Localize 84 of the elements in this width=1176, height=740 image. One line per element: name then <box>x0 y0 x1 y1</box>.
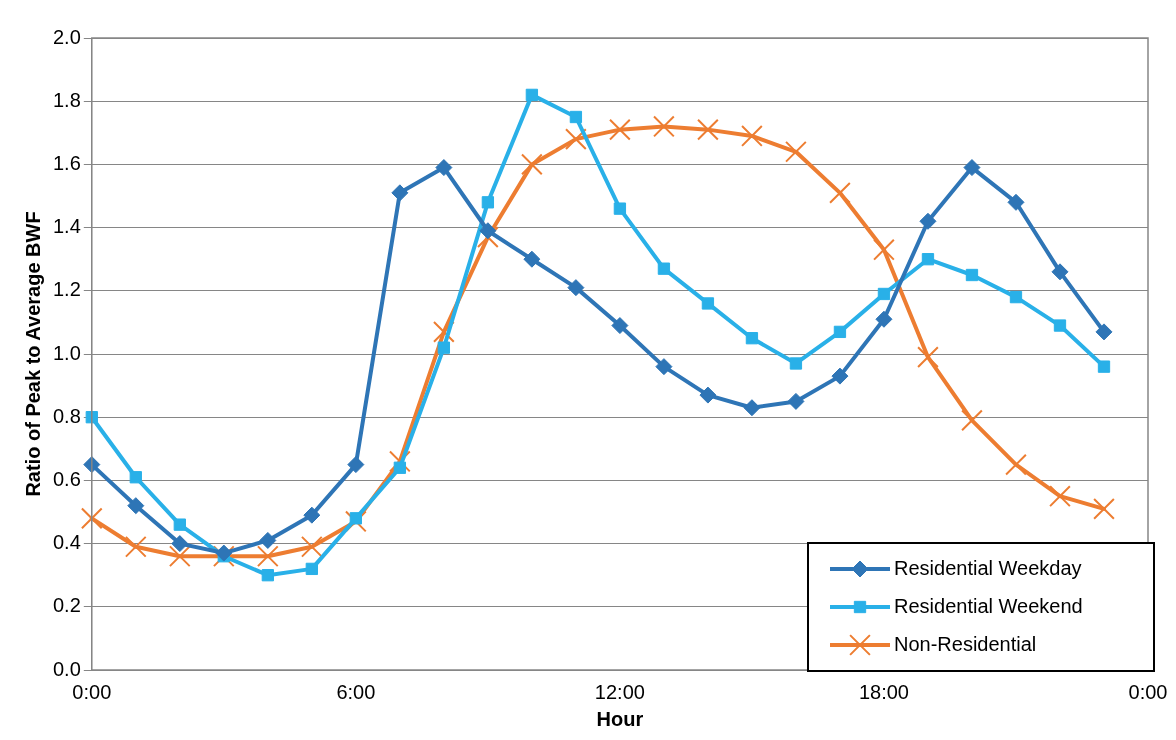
point <box>921 253 935 266</box>
point <box>919 212 937 230</box>
point <box>305 562 318 576</box>
point <box>745 332 759 345</box>
x-tick-label: 12:00 <box>594 680 645 703</box>
point <box>124 535 147 558</box>
point <box>833 325 847 339</box>
y-tick-label: 0.0 <box>52 657 81 680</box>
point <box>437 341 451 354</box>
point <box>256 545 279 568</box>
point <box>831 367 849 385</box>
point <box>917 346 939 369</box>
point <box>877 287 891 301</box>
y-tick-label: 0.2 <box>52 594 81 617</box>
point <box>393 461 407 474</box>
y-tick-label: 1.2 <box>52 278 81 301</box>
point <box>261 569 274 582</box>
point <box>1095 323 1113 341</box>
point <box>787 392 805 410</box>
y-tick-label: 1.8 <box>52 88 81 111</box>
point <box>479 222 497 240</box>
y-tick-label: 0.6 <box>52 467 81 490</box>
point <box>655 358 673 376</box>
point <box>609 118 631 141</box>
y-tick-label: 0.8 <box>52 404 81 427</box>
point <box>300 535 323 558</box>
point <box>611 317 629 335</box>
point <box>435 159 453 177</box>
point <box>259 531 277 549</box>
legend-label: Non-Residential <box>894 632 1037 655</box>
x-tick-label: 0:00 <box>72 680 112 703</box>
point <box>613 202 627 215</box>
x-tick-label: 0:00 <box>1128 680 1168 703</box>
point <box>1053 319 1067 332</box>
point <box>657 262 671 275</box>
point <box>743 399 761 417</box>
point <box>1007 193 1025 211</box>
point <box>127 497 145 515</box>
y-tick-label: 1.4 <box>52 215 81 238</box>
y-tick-label: 1.6 <box>52 151 81 174</box>
x-tick-label: 18:00 <box>858 680 909 703</box>
point <box>963 159 981 177</box>
point <box>829 181 851 204</box>
point <box>481 196 495 209</box>
point <box>523 250 541 268</box>
point <box>697 118 719 141</box>
point <box>965 268 979 282</box>
y-tick-label: 1.0 <box>52 341 81 364</box>
point <box>1049 485 1071 508</box>
point <box>168 545 191 568</box>
point <box>785 140 807 163</box>
y-axis-title: Ratio of Peak to Average BWF <box>21 211 44 497</box>
point <box>129 471 142 484</box>
point <box>215 544 233 562</box>
point <box>80 507 103 530</box>
point <box>525 88 539 102</box>
point <box>347 456 365 474</box>
y-tick-label: 0.4 <box>52 531 81 554</box>
point <box>173 518 186 531</box>
point <box>699 386 717 404</box>
point <box>567 279 585 297</box>
y-tick-label: 2.0 <box>52 25 81 48</box>
point <box>789 357 803 370</box>
point <box>349 512 363 525</box>
point <box>391 184 409 202</box>
point <box>1051 263 1069 281</box>
point <box>432 320 455 343</box>
point <box>564 128 587 151</box>
point <box>520 153 543 176</box>
point <box>741 125 763 147</box>
point <box>303 506 321 524</box>
legend-label: Residential Weekend <box>894 594 1083 617</box>
point <box>171 535 189 553</box>
point <box>875 310 893 328</box>
x-tick-label: 6:00 <box>336 680 376 703</box>
point <box>873 238 895 261</box>
point <box>653 115 675 138</box>
legend-label: Residential Weekday <box>894 556 1082 579</box>
point <box>1093 497 1115 520</box>
x-axis-title: Hour <box>596 707 644 730</box>
point <box>1097 360 1111 373</box>
point <box>701 297 715 310</box>
point <box>569 110 583 124</box>
point <box>1009 290 1023 304</box>
